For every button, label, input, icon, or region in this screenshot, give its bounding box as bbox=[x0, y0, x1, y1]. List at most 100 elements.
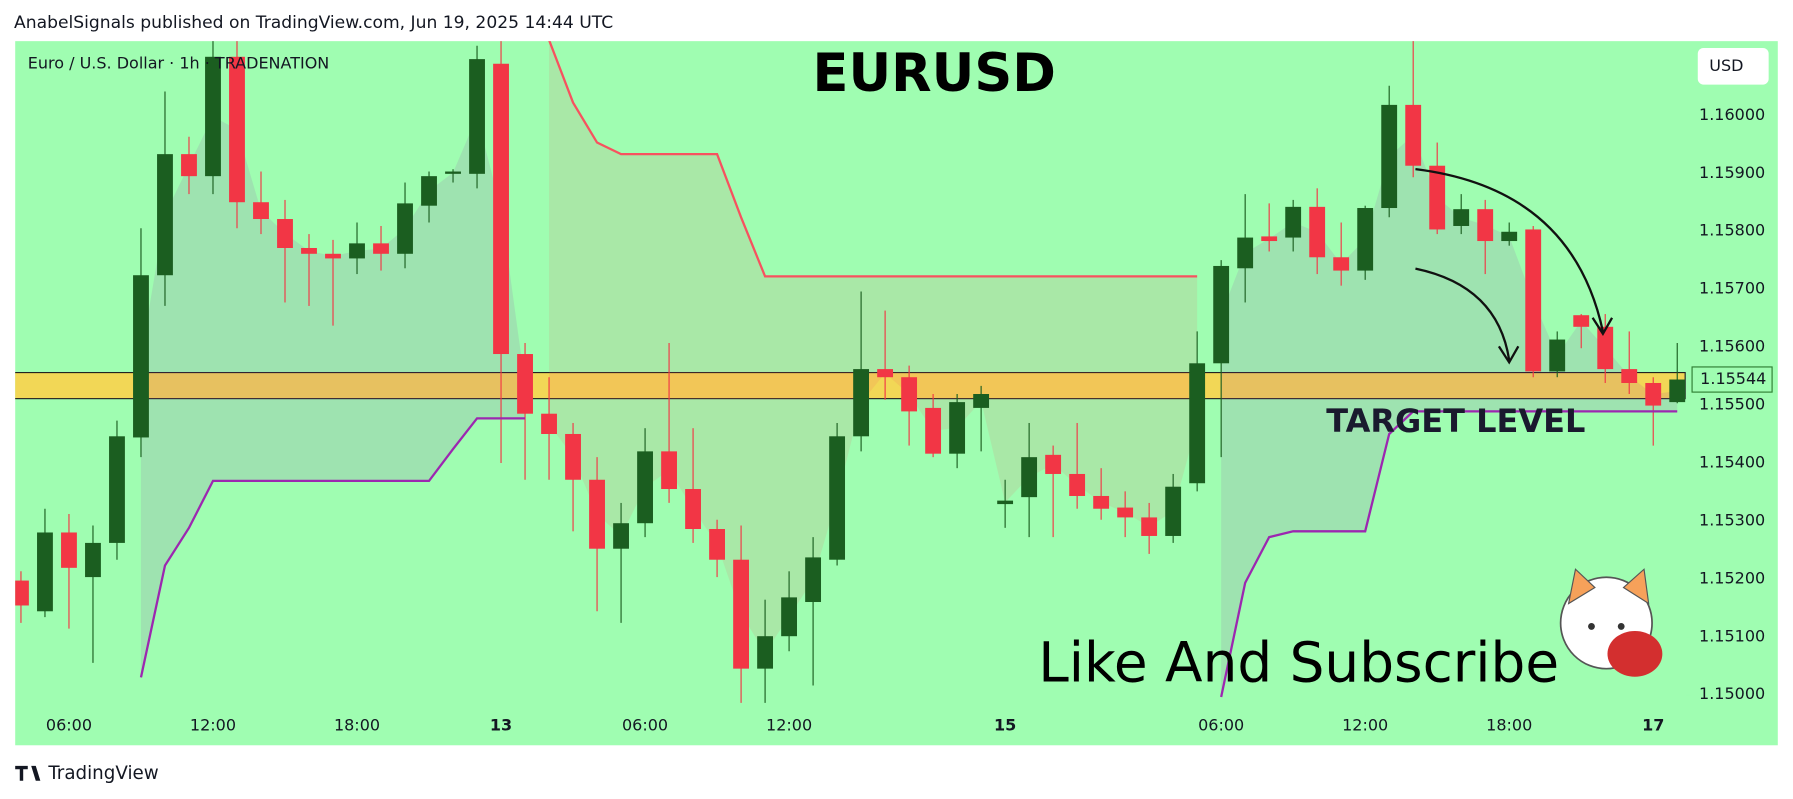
candle-body bbox=[1477, 209, 1494, 242]
candle-body bbox=[1045, 454, 1062, 474]
annotation: Like And Subscribe bbox=[1038, 631, 1559, 695]
candle-body bbox=[1309, 206, 1326, 258]
candle-body bbox=[15, 580, 29, 606]
candle-body bbox=[565, 433, 581, 480]
candle-body bbox=[925, 407, 942, 454]
y-tick-label: 1.15500 bbox=[1699, 395, 1765, 414]
x-tick-label: 06:00 bbox=[46, 715, 92, 734]
candle-body bbox=[877, 369, 894, 378]
candle-body bbox=[157, 154, 173, 276]
candle-body bbox=[637, 451, 653, 524]
candle-body bbox=[181, 154, 197, 177]
candle-body bbox=[349, 243, 365, 259]
candle-body bbox=[1453, 209, 1470, 226]
candle-body bbox=[1597, 326, 1614, 370]
arrow-head bbox=[1591, 317, 1614, 336]
currency-box[interactable] bbox=[1697, 48, 1769, 85]
candle-body bbox=[85, 542, 101, 578]
candle-body bbox=[1645, 382, 1662, 406]
last-price-box bbox=[1691, 366, 1773, 393]
indicator-line bbox=[1220, 410, 1678, 698]
trend-shade bbox=[549, 41, 1198, 653]
candle-body bbox=[1189, 363, 1206, 484]
candle-body bbox=[1093, 495, 1110, 509]
y-tick-label: 1.15800 bbox=[1699, 221, 1765, 240]
y-tick-label: 1.15200 bbox=[1699, 568, 1765, 587]
indicator-line bbox=[548, 41, 1198, 278]
candle-body bbox=[229, 56, 245, 203]
candle-body bbox=[373, 243, 389, 254]
header: AnabelSignals published on TradingView.c… bbox=[14, 13, 613, 33]
currency[interactable]: USD bbox=[1709, 56, 1743, 75]
x-tick-label: 18:00 bbox=[1486, 715, 1532, 734]
candle-body bbox=[757, 636, 774, 669]
candle-body bbox=[1621, 369, 1638, 383]
y-tick-label: 1.16000 bbox=[1699, 105, 1765, 124]
candle-body bbox=[541, 413, 557, 434]
plot-area bbox=[15, 41, 1686, 703]
candle-body bbox=[1213, 265, 1230, 364]
candle-body bbox=[733, 559, 750, 669]
candle-body bbox=[1381, 104, 1398, 209]
candle-body bbox=[1573, 315, 1590, 327]
candle-body bbox=[1165, 486, 1182, 536]
candle-body bbox=[901, 377, 918, 412]
candle-body bbox=[1069, 473, 1086, 496]
candle-body bbox=[253, 202, 269, 220]
chart-title: EURUSD bbox=[813, 43, 1056, 104]
arrow bbox=[1415, 168, 1605, 332]
candle-body bbox=[709, 529, 725, 560]
candle-body bbox=[493, 63, 509, 355]
x-tick-label: 13 bbox=[490, 715, 512, 734]
candle-body bbox=[37, 532, 53, 612]
x-tick-label: 12:00 bbox=[766, 715, 812, 734]
candle-body bbox=[949, 402, 966, 454]
x-tick-label: 12:00 bbox=[1342, 715, 1388, 734]
candle-body bbox=[1141, 517, 1158, 536]
candle-body bbox=[1549, 339, 1566, 372]
candle-body bbox=[325, 253, 341, 259]
candle-body bbox=[997, 500, 1014, 505]
x-tick-label: 17 bbox=[1642, 715, 1664, 734]
candle-body bbox=[421, 176, 437, 206]
candle-body bbox=[517, 354, 533, 414]
candle-body bbox=[133, 275, 149, 438]
candle-body bbox=[1285, 206, 1302, 238]
candle-body bbox=[661, 451, 677, 490]
candle-body bbox=[109, 436, 125, 543]
candle-body bbox=[397, 203, 413, 254]
candle-body bbox=[61, 532, 77, 568]
annotation: TARGET LEVEL bbox=[1326, 402, 1585, 440]
candle-body bbox=[1501, 231, 1518, 242]
candle-body bbox=[1021, 457, 1038, 498]
y-tick-label: 1.15000 bbox=[1699, 684, 1765, 703]
symbol: Euro / U.S. Dollar · 1h · TRADENATION bbox=[28, 54, 330, 73]
y-tick-label: 1.15400 bbox=[1699, 452, 1765, 471]
footer: TradingView bbox=[47, 763, 158, 784]
indicator-line bbox=[139, 417, 526, 678]
candle-body bbox=[1261, 236, 1278, 242]
candle-body bbox=[613, 523, 629, 549]
arrow-head bbox=[1497, 345, 1520, 365]
candle-body bbox=[469, 59, 485, 174]
candle-body bbox=[1429, 165, 1446, 230]
candle-body bbox=[1405, 104, 1422, 166]
trend-shade bbox=[140, 116, 526, 678]
candle-body bbox=[805, 557, 822, 603]
candle-body bbox=[277, 219, 293, 248]
candle-body bbox=[445, 171, 461, 174]
candle-body bbox=[1669, 379, 1686, 403]
candle-body bbox=[685, 489, 701, 530]
x-tick-label: 06:00 bbox=[622, 715, 668, 734]
candle-body bbox=[1117, 507, 1134, 518]
candle-body bbox=[589, 479, 605, 549]
candle-body bbox=[1525, 229, 1542, 372]
y-tick-label: 1.15300 bbox=[1699, 510, 1765, 529]
x-tick-label: 06:00 bbox=[1198, 715, 1244, 734]
mascot bbox=[1559, 568, 1663, 677]
candle-body bbox=[853, 369, 870, 437]
y-tick-label: 1.15100 bbox=[1699, 626, 1765, 645]
candle-body bbox=[205, 56, 221, 177]
